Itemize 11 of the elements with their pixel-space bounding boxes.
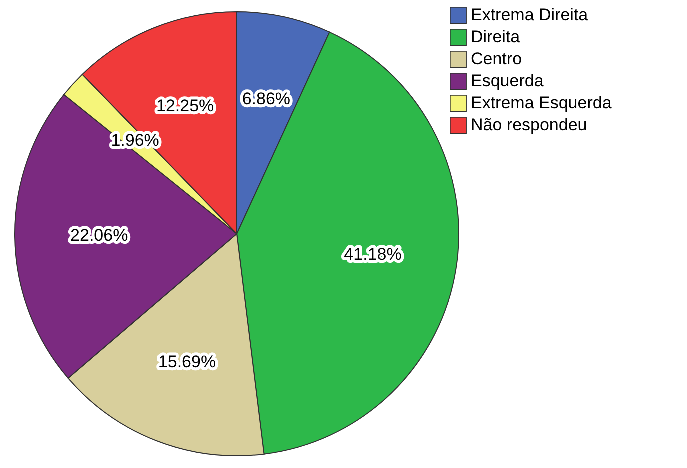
legend-label: Extrema Esquerda (471, 94, 612, 112)
data-label: 15.69% (158, 352, 216, 372)
data-label: 6.86% (242, 90, 291, 109)
data-label: 22.06% (70, 226, 128, 246)
legend-label: Extrema Direita (471, 6, 589, 24)
legend-label: Direita (471, 28, 521, 46)
data-label: 41.18% (344, 245, 402, 264)
legend-label: Centro (471, 50, 522, 68)
data-label: 12.25% (156, 96, 214, 116)
legend-label: Não respondeu (471, 116, 588, 134)
legend-label: Esquerda (471, 72, 544, 90)
